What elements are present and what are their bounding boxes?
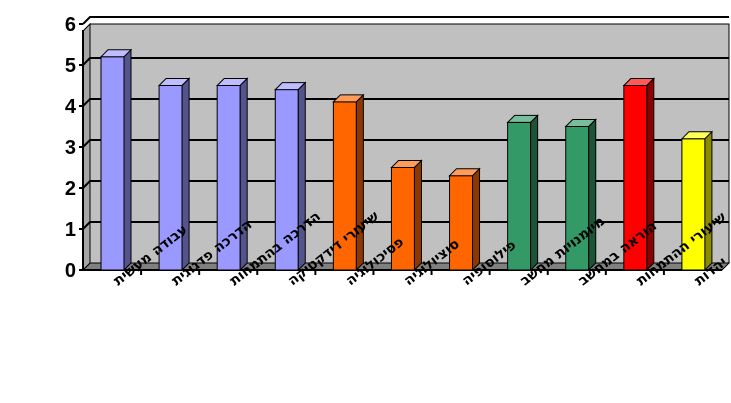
bar-side	[181, 77, 190, 272]
bar	[622, 77, 656, 272]
bar	[215, 77, 249, 272]
bar	[390, 159, 423, 272]
bar	[99, 48, 133, 272]
bar	[448, 167, 481, 272]
bar-side	[704, 130, 713, 272]
bar	[564, 118, 597, 272]
bar-side	[472, 167, 481, 272]
bar	[680, 130, 714, 272]
bar	[157, 77, 191, 272]
y-tick-label: 6	[65, 14, 76, 36]
y-tick-label: 3	[65, 137, 76, 159]
bars	[99, 48, 714, 272]
bar-side	[413, 159, 422, 272]
bar	[274, 81, 307, 272]
gridline	[82, 57, 729, 66]
bar-side	[239, 77, 248, 272]
y-tick-label: 4	[65, 96, 77, 118]
gridline	[82, 16, 729, 25]
bar	[506, 114, 539, 272]
bar-side	[530, 114, 539, 272]
bar-front	[100, 56, 125, 271]
y-axis-tick-labels: 0 1 2 3 4 5 6	[65, 14, 77, 282]
y-tick-label: 1	[65, 219, 76, 241]
y-tick-label: 0	[65, 260, 76, 282]
gridline	[82, 98, 729, 107]
bar-side	[646, 77, 655, 272]
y-tick-label: 5	[65, 55, 76, 77]
y-tick-label: 2	[65, 178, 76, 200]
bar-side	[588, 118, 597, 272]
bar-side	[355, 93, 364, 272]
bar-side	[297, 81, 306, 272]
bar-side	[123, 48, 132, 272]
bar	[332, 93, 365, 272]
